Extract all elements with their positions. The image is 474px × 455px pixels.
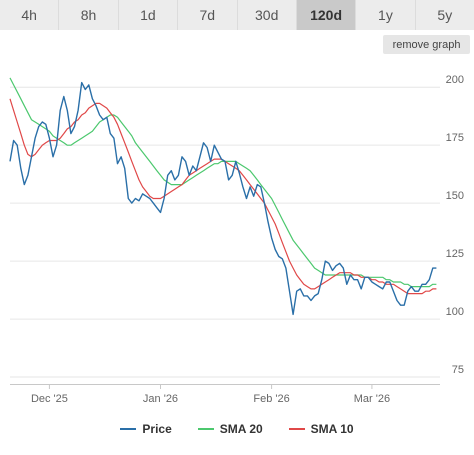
legend-item-sma-10[interactable]: SMA 10 [288, 422, 354, 436]
legend-swatch-sma-20 [197, 428, 214, 430]
grid-layer [10, 86, 440, 385]
legend-label-sma-10: SMA 10 [310, 422, 354, 436]
tab-7d[interactable]: 7d [178, 0, 238, 30]
series-layer [9, 77, 437, 316]
y-tick-label-100: 100 [446, 306, 464, 318]
series-line-price [9, 81, 437, 316]
tab-1y[interactable]: 1y [356, 0, 416, 30]
y-tick-label-200: 200 [446, 74, 464, 86]
x-axis-ticks: Dec '25 Jan '26 Feb '26 Mar '26 [31, 384, 390, 405]
tab-8h[interactable]: 8h [59, 0, 119, 30]
tab-1d[interactable]: 1d [118, 0, 179, 30]
x-tick-label-3: Mar '26 [354, 393, 390, 405]
remove-graph-button[interactable]: remove graph [383, 35, 470, 54]
chart-legend: Price SMA 20 SMA 10 [0, 418, 474, 440]
tab-5y[interactable]: 5y [415, 0, 474, 30]
price-chart: Dec '25 Jan '26 Feb '26 Mar '26 75 100 125 150… [9, 74, 464, 405]
x-tick-label-0: Dec '25 [31, 393, 68, 405]
legend-item-price[interactable]: Price [120, 422, 172, 436]
legend-label-sma-20: SMA 20 [219, 422, 263, 436]
tab-120d[interactable]: 120d [296, 0, 357, 30]
y-tick-label-175: 175 [446, 132, 464, 144]
y-tick-label-75: 75 [452, 364, 464, 376]
timeframe-tabs: 4h 8h 1d 7d 30d 120d 1y 5y [0, 0, 474, 30]
x-tick-label-1: Jan '26 [143, 393, 178, 405]
tab-30d[interactable]: 30d [237, 0, 297, 30]
y-tick-label-125: 125 [446, 248, 464, 260]
series-line-sma-20 [9, 77, 437, 288]
legend-label-price: Price [142, 422, 172, 436]
x-tick-label-2: Feb '26 [253, 393, 289, 405]
legend-item-sma-20[interactable]: SMA 20 [197, 422, 263, 436]
tab-4h[interactable]: 4h [0, 0, 60, 30]
y-axis-ticks: 75 100 125 150 175 200 [446, 74, 464, 376]
legend-swatch-sma-10 [288, 428, 305, 430]
y-tick-label-150: 150 [446, 190, 464, 202]
legend-swatch-price [120, 428, 137, 430]
